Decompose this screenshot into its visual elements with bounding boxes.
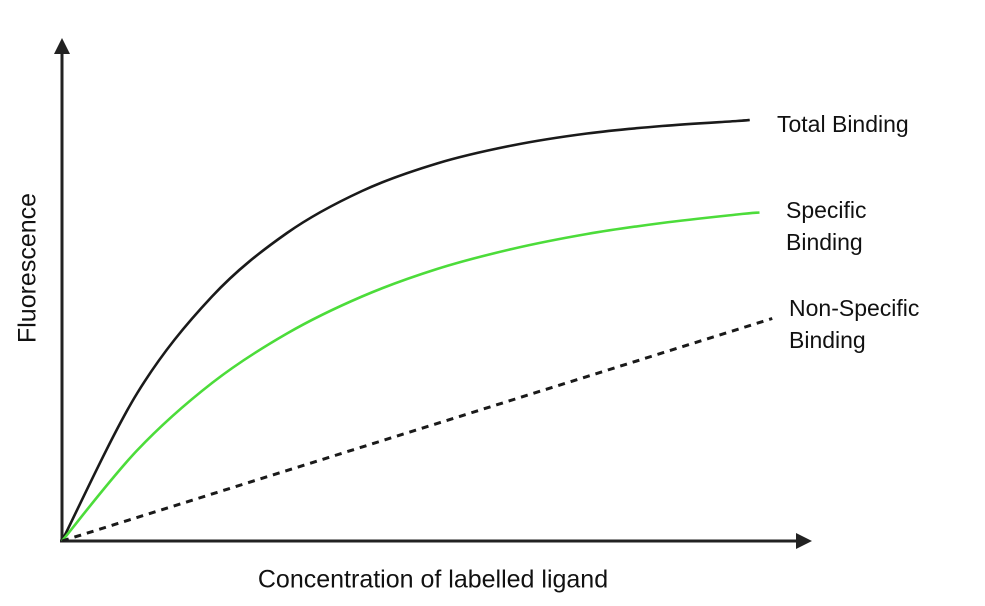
label-line: Binding bbox=[789, 327, 866, 353]
label-line: Non-Specific bbox=[789, 295, 920, 321]
label-line: Binding bbox=[786, 229, 863, 255]
y-axis-arrow-icon bbox=[54, 38, 70, 54]
label-line: Specific bbox=[786, 197, 867, 223]
series-line-specific-binding bbox=[60, 211, 760, 542]
label-specific-binding: Specific Binding bbox=[786, 194, 867, 258]
label-total-binding: Total Binding bbox=[777, 108, 909, 140]
label-line: Total Binding bbox=[777, 111, 909, 137]
series-line-total-binding bbox=[60, 118, 750, 542]
y-axis-label: Fluorescence bbox=[13, 192, 42, 344]
x-axis-label: Concentration of labelled ligand bbox=[257, 565, 609, 594]
x-axis-arrow-icon bbox=[796, 533, 812, 549]
series-line-non-specific-binding bbox=[61, 317, 773, 543]
label-non-specific-binding: Non-Specific Binding bbox=[789, 292, 919, 356]
